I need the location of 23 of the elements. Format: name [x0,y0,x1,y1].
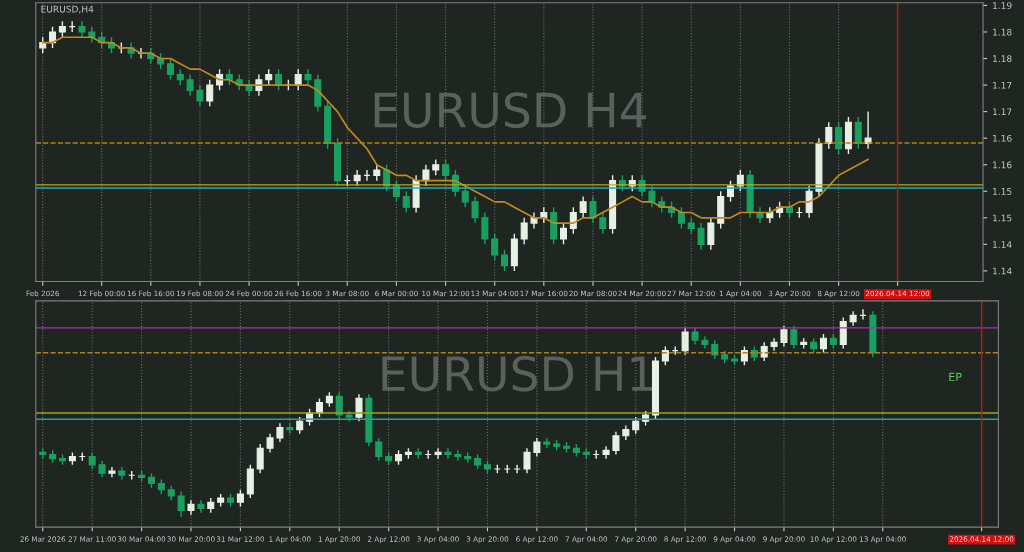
y-tick-label: 1.16 [993,161,1012,169]
y-tick-label: 1.16 [993,134,1012,142]
y-tick-label: 1.15 [993,214,1012,222]
y-tick-label: 1.17 [993,108,1012,116]
y-tick-label: 1.14 [993,267,1012,275]
y-tick-label: 1.15 [993,188,1012,195]
candlestick [108,466,116,479]
y-tick-label: 1.18 [993,28,1012,36]
candlestick [98,460,106,479]
candlestick [276,422,284,443]
candlestick [206,79,214,107]
annotation: EP [949,372,962,381]
y-tick-label: 1.17 [993,81,1012,89]
candlestick [691,327,699,346]
y-tick-label: 1.14 [993,241,1012,248]
candlestick [78,20,86,38]
annotation: EURUSD H1 [382,355,653,392]
candlestick [266,433,274,454]
candlestick [491,233,499,261]
y-tick-label: 1.19 [993,2,1012,9]
y-tick-label: 1.18 [993,55,1012,63]
annotation: EURUSD H4 [374,92,647,128]
chart-title: EURUSD,H4 [41,5,94,14]
